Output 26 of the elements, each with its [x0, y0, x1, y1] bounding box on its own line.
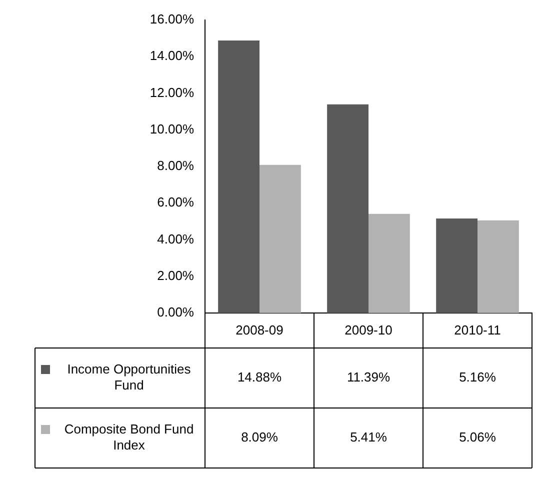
- bar: [260, 164, 301, 313]
- legend-label: Composite Bond Fund Index: [64, 422, 194, 453]
- y-tick-label: 8.00%: [157, 158, 194, 174]
- bar: [368, 214, 410, 313]
- data-label: 8.09%: [241, 430, 278, 445]
- y-tick-label: 2.00%: [157, 268, 194, 283]
- data-label: 14.88%: [237, 370, 282, 385]
- data-label: 5.41%: [350, 430, 388, 445]
- data-label: 11.39%: [346, 370, 390, 385]
- x-tick-label: 2008-09: [236, 322, 284, 338]
- y-tick-label: 14.00%: [150, 48, 194, 64]
- y-tick-label: 4.00%: [157, 231, 194, 246]
- bar: [436, 218, 478, 313]
- y-tick-label: 10.00%: [150, 121, 194, 136]
- y-tick-label: 12.00%: [150, 84, 194, 100]
- data-label: 5.16%: [459, 370, 496, 385]
- legend-label: Income Opportunities Fund: [67, 362, 192, 393]
- y-tick-label: 0.00%: [157, 304, 194, 320]
- x-tick-label: 2010-11: [454, 322, 501, 338]
- bar: [478, 220, 519, 313]
- x-tick-label: 2009-10: [344, 322, 392, 338]
- bar: [218, 40, 260, 313]
- data-label: 5.06%: [459, 430, 496, 445]
- bar: [327, 104, 368, 313]
- y-tick-label: 16.00%: [150, 12, 194, 27]
- y-tick-label: 6.00%: [157, 194, 194, 210]
